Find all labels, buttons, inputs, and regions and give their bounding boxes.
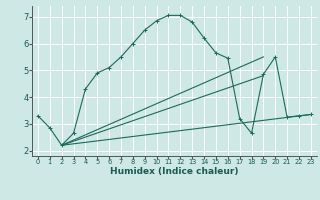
X-axis label: Humidex (Indice chaleur): Humidex (Indice chaleur)	[110, 167, 239, 176]
